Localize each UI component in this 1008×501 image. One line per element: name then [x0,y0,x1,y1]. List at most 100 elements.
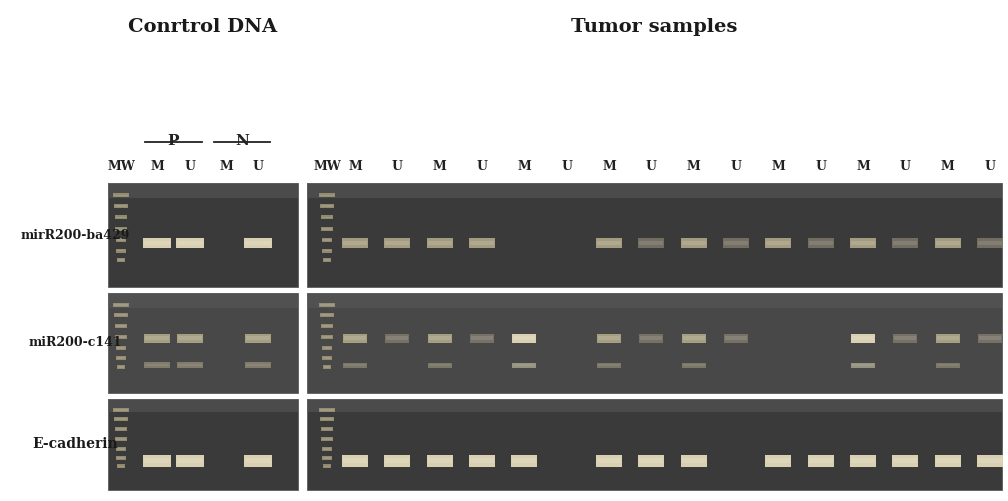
Bar [113,303,129,307]
Bar [319,303,335,307]
Bar [116,216,126,218]
Bar [344,336,366,340]
Bar [320,195,334,196]
Bar [143,238,171,248]
Bar [766,241,790,245]
Bar [322,228,332,229]
Bar [638,238,664,248]
Bar [108,293,298,308]
Bar [116,456,126,460]
Bar [115,427,127,431]
Bar [108,399,298,412]
Bar [681,334,706,343]
Bar [427,334,452,343]
Bar [343,458,367,463]
Text: U: U [561,160,573,173]
Text: Tumor samples: Tumor samples [572,18,738,36]
Bar [597,363,621,368]
Bar [245,362,271,368]
Bar [426,455,453,467]
Bar [511,455,537,467]
Bar [320,409,334,411]
Text: M: M [348,160,362,173]
Bar [118,259,124,261]
Bar [319,193,335,197]
Bar [596,455,622,467]
Bar [681,363,706,368]
Bar [978,241,1002,245]
Bar [343,241,367,245]
Bar [116,356,126,360]
Bar [469,238,495,248]
Bar [320,313,334,317]
Bar [117,448,125,450]
Text: M: M [856,160,870,173]
Bar [470,334,494,343]
Bar [342,238,368,248]
Bar [597,241,621,245]
Bar [343,334,367,343]
Bar [114,195,128,196]
Bar [116,346,126,350]
Bar [639,241,663,245]
Bar [851,363,875,368]
Bar [808,241,833,245]
Bar [385,458,409,463]
Bar [324,366,330,368]
Bar [427,241,452,245]
Bar [807,238,834,248]
Text: E-cadherin: E-cadherin [32,437,118,451]
Text: M: M [219,160,233,173]
Bar [892,238,918,248]
Bar [114,204,128,208]
Bar [307,399,1002,490]
Bar [321,205,333,207]
Bar [893,334,917,343]
Text: U: U [731,160,742,173]
Bar [117,357,125,359]
Text: mirR200-ba429: mirR200-ba429 [20,228,130,241]
Bar [935,458,960,463]
Bar [145,336,169,340]
Bar [116,336,126,338]
Text: U: U [392,160,403,173]
Bar [321,227,333,231]
Bar [598,364,620,366]
Bar [321,324,333,328]
Text: U: U [985,160,996,173]
Bar [322,336,332,338]
Bar [807,455,834,467]
Bar [144,334,170,343]
Bar [597,458,621,463]
Bar [322,238,332,242]
Text: U: U [646,160,657,173]
Bar [513,364,535,366]
Text: Conrtrol DNA: Conrtrol DNA [128,18,277,36]
Bar [512,334,536,343]
Bar [323,347,331,349]
Bar [850,238,876,248]
Bar [682,336,705,340]
Bar [892,455,918,467]
Bar [979,336,1001,340]
Bar [808,458,833,463]
Bar [851,334,875,343]
Bar [116,325,126,327]
Bar [118,366,124,368]
Text: M: M [517,160,531,173]
Bar [936,336,959,340]
Bar [428,336,451,340]
Bar [851,458,875,463]
Bar [244,455,272,467]
Bar [385,334,409,343]
Bar [386,336,408,340]
Bar [145,364,169,366]
Bar [114,417,128,421]
Bar [307,183,1002,287]
Bar [144,362,170,368]
Bar [116,248,126,253]
Bar [108,183,298,287]
Bar [117,250,125,252]
Bar [322,346,332,350]
Bar [115,205,127,207]
